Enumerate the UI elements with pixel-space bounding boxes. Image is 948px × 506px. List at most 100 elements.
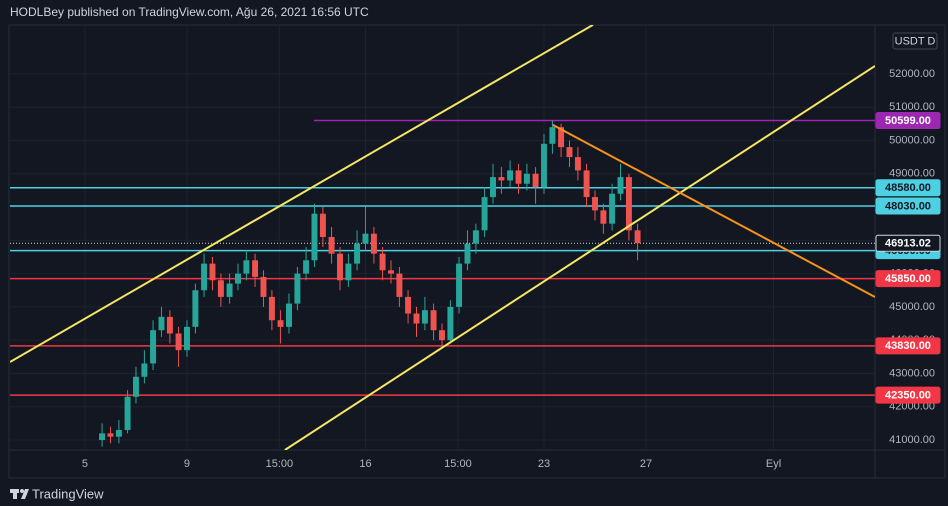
x-tick-label: 27 bbox=[640, 458, 652, 470]
candle-body bbox=[532, 173, 539, 188]
candle-body bbox=[294, 273, 301, 304]
level-label: 43830.00 bbox=[885, 340, 931, 352]
candle-body bbox=[405, 296, 412, 314]
candle-body bbox=[184, 326, 190, 351]
x-tick-label: 15:00 bbox=[266, 458, 294, 470]
candle-body bbox=[379, 253, 386, 271]
candle-body bbox=[439, 330, 445, 341]
candle-body bbox=[421, 310, 428, 324]
candle-body bbox=[141, 363, 148, 377]
y-tick-label: 52000.00 bbox=[889, 68, 935, 80]
candle-body bbox=[303, 260, 310, 274]
x-tick-label: 9 bbox=[184, 458, 190, 470]
candle-body bbox=[277, 320, 284, 327]
level-label: 45850.00 bbox=[885, 273, 931, 285]
candle-body bbox=[456, 263, 463, 307]
candle-body bbox=[192, 290, 199, 327]
candle-body bbox=[362, 233, 369, 244]
candle-body bbox=[413, 313, 420, 324]
level-label-bg bbox=[875, 197, 941, 215]
candle-body bbox=[634, 230, 641, 244]
x-tick-label: 23 bbox=[538, 458, 550, 470]
x-tick-label: Eyl bbox=[766, 458, 781, 470]
candle-body bbox=[124, 396, 131, 431]
y-tick-label: 41000.00 bbox=[889, 434, 935, 446]
plot-area bbox=[10, 25, 875, 450]
candle-body bbox=[201, 263, 208, 291]
candle-body bbox=[625, 177, 632, 231]
candle-body bbox=[354, 243, 361, 264]
candle-body bbox=[583, 170, 590, 198]
level-label: 50599.00 bbox=[885, 115, 931, 127]
y-tick-label: 51000.00 bbox=[889, 101, 935, 113]
candle-body bbox=[609, 193, 616, 224]
last-price-label-bg bbox=[875, 234, 941, 252]
candle-body bbox=[260, 276, 267, 297]
candle-body bbox=[507, 170, 514, 181]
level-label-bg bbox=[875, 337, 941, 355]
candle-body bbox=[430, 310, 437, 331]
candle-body bbox=[243, 260, 250, 274]
candle-body bbox=[158, 316, 165, 331]
candle-body bbox=[175, 333, 182, 351]
level-label-bg bbox=[875, 270, 941, 288]
trend-line bbox=[284, 65, 875, 450]
x-tick-label: 15:00 bbox=[444, 458, 472, 470]
candle-body bbox=[523, 173, 530, 184]
candle-body bbox=[558, 127, 565, 148]
candle-body bbox=[345, 263, 352, 281]
y-tick-label: 49000.00 bbox=[889, 168, 935, 180]
candle-body bbox=[226, 283, 233, 297]
candle-body bbox=[337, 253, 343, 281]
candle-body bbox=[209, 263, 216, 281]
candle-body bbox=[464, 243, 471, 264]
candle-body bbox=[388, 270, 394, 274]
level-label-bg bbox=[875, 179, 941, 197]
candle-body bbox=[447, 306, 454, 341]
axes: 41000.0042000.0043000.0044000.0045000.00… bbox=[82, 68, 941, 470]
candle-body bbox=[286, 303, 292, 327]
level-label: 42350.00 bbox=[885, 389, 931, 401]
x-tick-label: 16 bbox=[359, 458, 371, 470]
candle-body bbox=[617, 177, 624, 194]
candle-body bbox=[319, 213, 326, 238]
candle-body bbox=[490, 177, 496, 198]
level-label: 48030.00 bbox=[885, 200, 931, 212]
candle-body bbox=[235, 273, 241, 284]
brand: TradingView bbox=[32, 486, 104, 501]
candle-body bbox=[217, 280, 224, 297]
level-label: 48580.00 bbox=[885, 182, 931, 194]
trend-line bbox=[552, 124, 875, 298]
candle-body bbox=[481, 197, 488, 231]
candle-body bbox=[592, 197, 598, 211]
candle-body bbox=[515, 170, 522, 184]
level-label-bg bbox=[875, 386, 941, 404]
y-tick-label: 45000.00 bbox=[889, 301, 935, 313]
chart-title: HODLBey published on TradingView.com, Ağ… bbox=[10, 5, 369, 19]
brand-logo bbox=[10, 489, 29, 499]
trend-line bbox=[10, 25, 594, 363]
candle-body bbox=[498, 177, 505, 181]
candle-body bbox=[541, 143, 547, 188]
candle-body bbox=[574, 157, 581, 171]
candle-body bbox=[600, 210, 607, 224]
candle-body bbox=[99, 433, 106, 441]
candle-body bbox=[549, 127, 556, 144]
y-tick-label: 43000.00 bbox=[889, 367, 935, 379]
candle-body bbox=[268, 296, 275, 321]
candle-body bbox=[166, 316, 173, 334]
candle-body bbox=[472, 230, 479, 244]
y-tick-label: 42000.00 bbox=[889, 401, 935, 413]
candle-body bbox=[133, 376, 139, 397]
candle-body bbox=[150, 330, 157, 364]
candle-body bbox=[252, 260, 259, 277]
x-tick-label: 5 bbox=[82, 458, 88, 470]
candle-body bbox=[370, 233, 377, 254]
y-tick-label: 50000.00 bbox=[889, 134, 935, 146]
currency-box bbox=[892, 32, 938, 50]
candle-body bbox=[107, 433, 114, 437]
last-price-label: 46913.02 bbox=[885, 238, 931, 250]
candle-body bbox=[115, 430, 122, 437]
